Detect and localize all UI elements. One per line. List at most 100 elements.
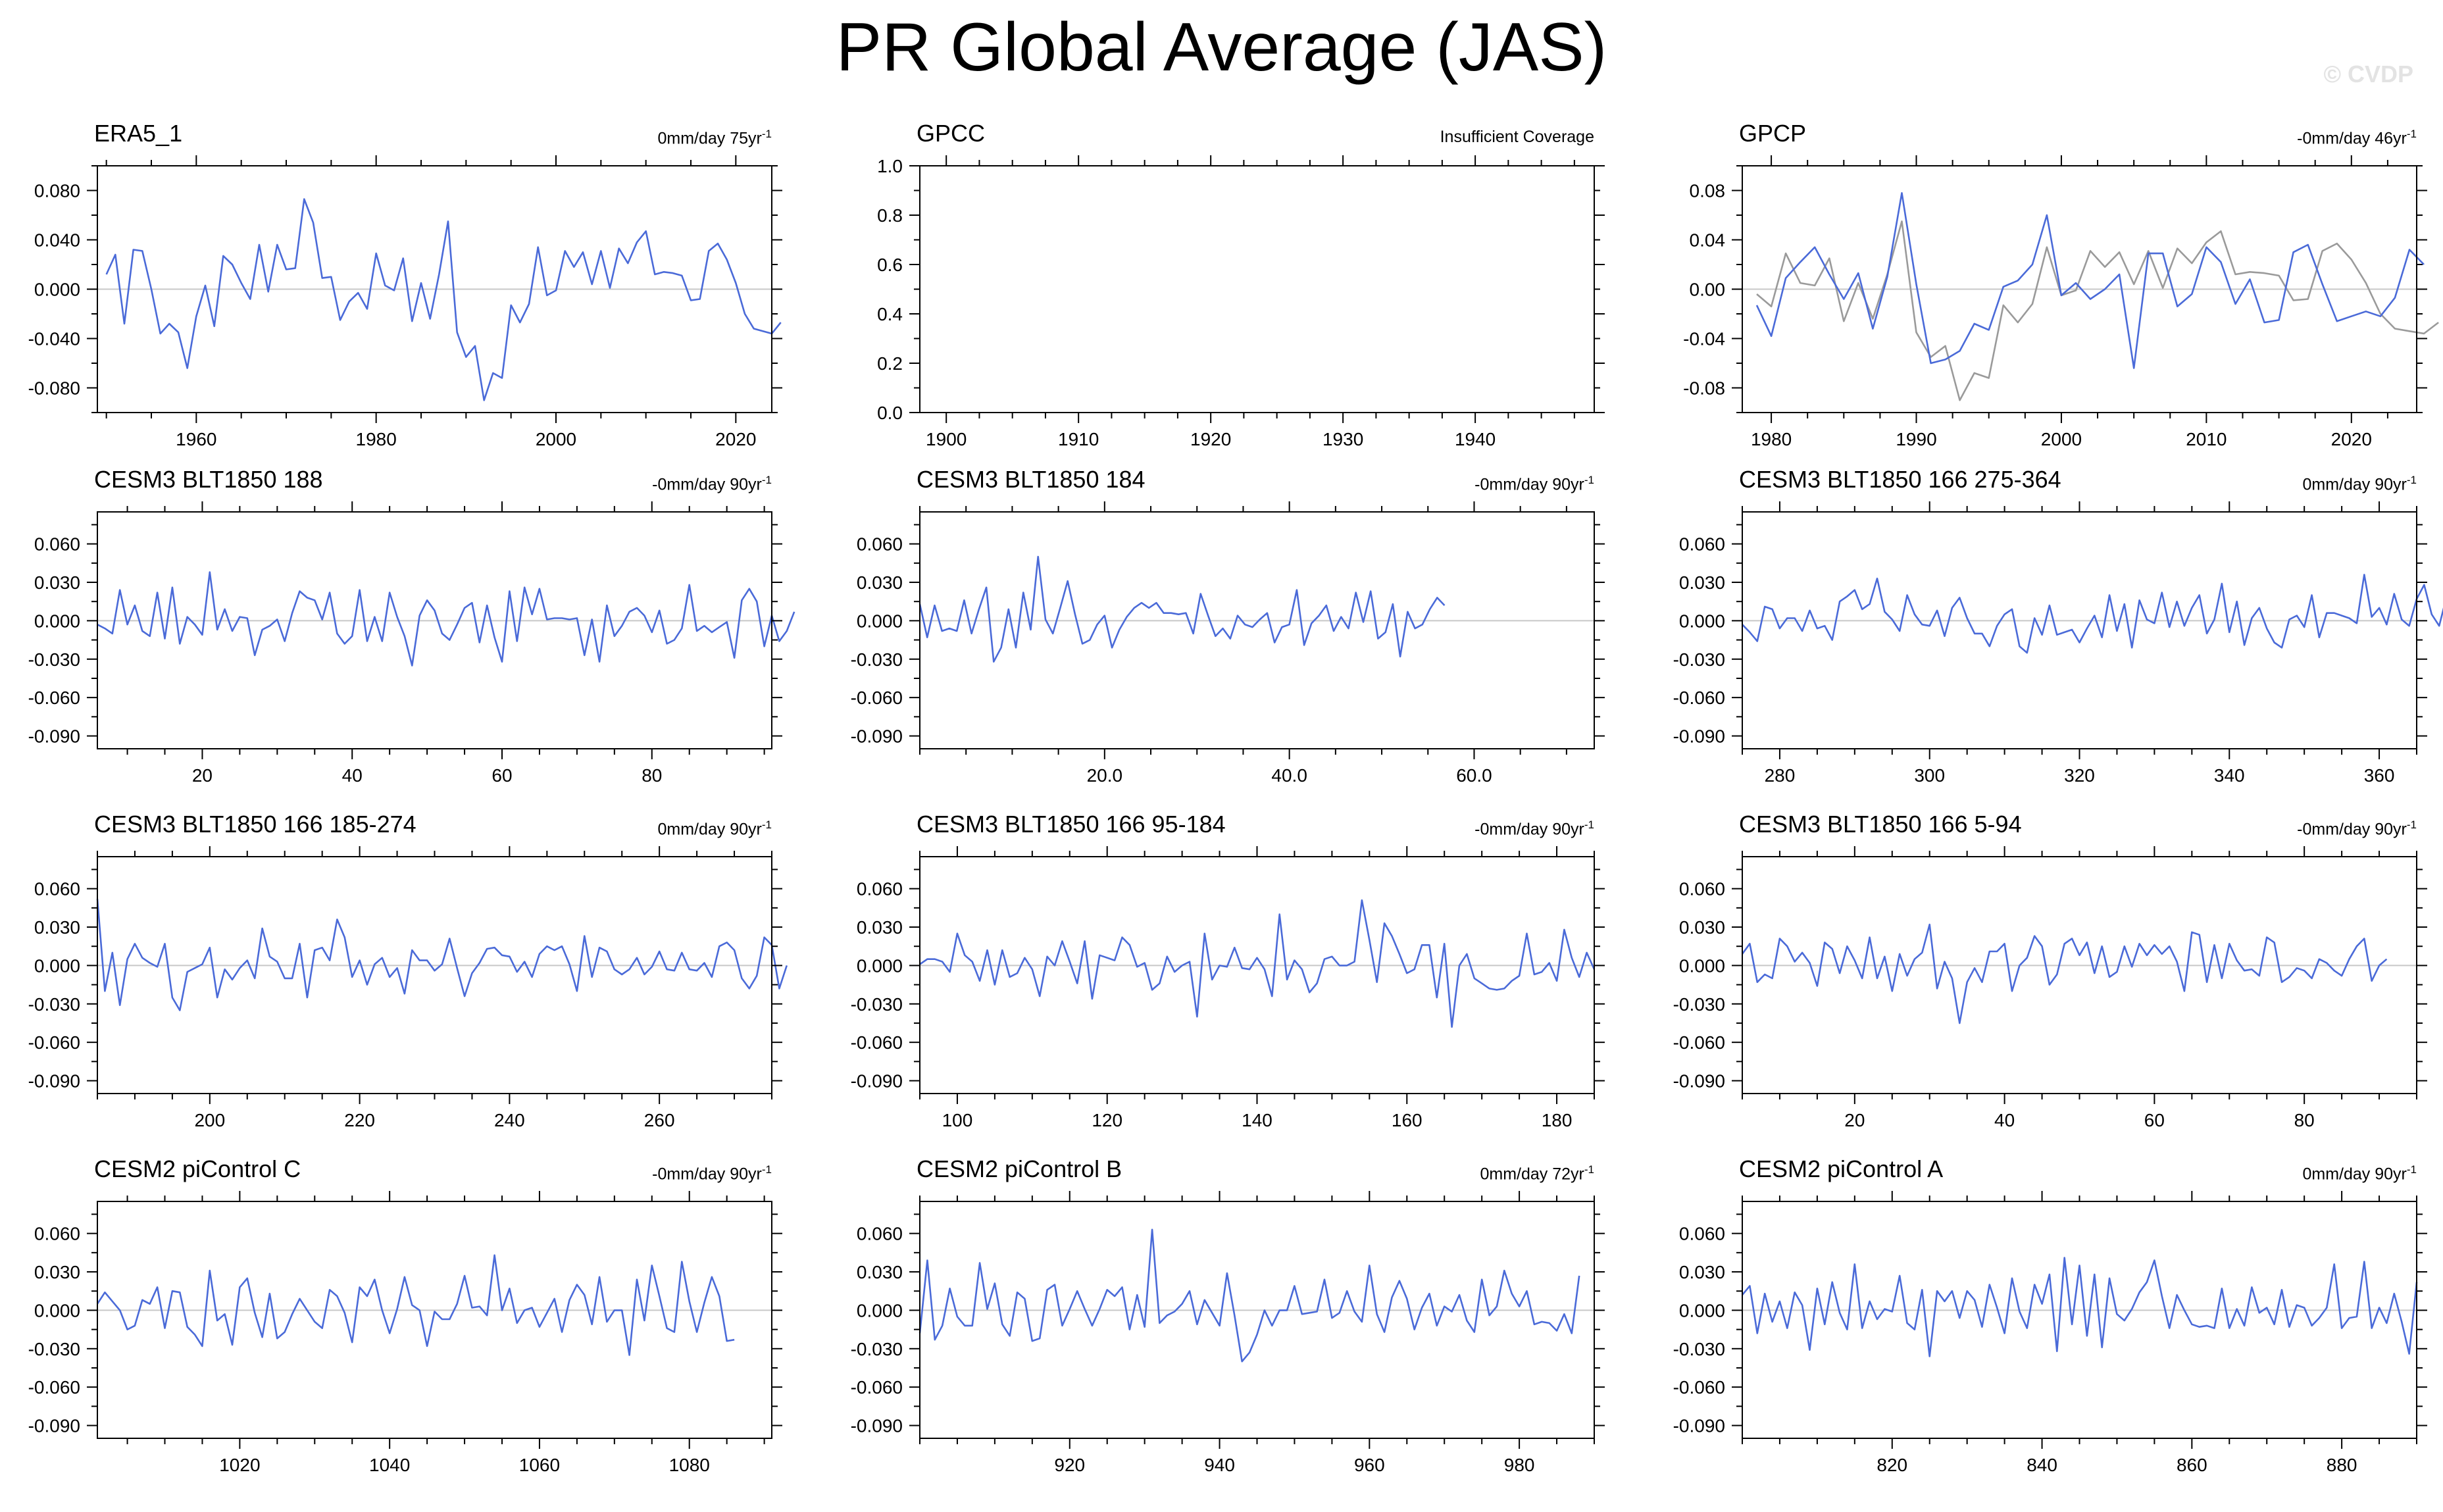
x-tick-label: 1040 [369, 1455, 410, 1475]
y-tick-label: -0.090 [851, 1416, 903, 1436]
y-tick-label: 0.000 [34, 955, 80, 976]
y-tick-label: -0.090 [851, 726, 903, 747]
x-tick-label: 880 [2327, 1455, 2357, 1475]
x-tick-label: 160 [1392, 1110, 1423, 1130]
y-tick-label: 0.4 [877, 304, 903, 324]
x-tick-label: 280 [1765, 765, 1796, 786]
y-tick-label: -0.060 [28, 1377, 80, 1398]
x-tick-label: 860 [2177, 1455, 2207, 1475]
trend-unit-exponent: -1 [761, 474, 772, 486]
x-tick-label: 1930 [1322, 429, 1363, 449]
y-tick-label: 0.030 [1679, 572, 1725, 593]
page-title: PR Global Average (JAS) [836, 9, 1607, 86]
x-tick-label: 200 [194, 1110, 225, 1130]
y-tick-label: -0.030 [851, 994, 903, 1015]
line-plot: 1980 1990 2000 2010 2020 0.08 0.04 0.00 -0.04 -0.… [1683, 155, 2439, 449]
y-tick-label: 0.000 [857, 611, 903, 631]
series-line-1 [1755, 191, 2425, 369]
x-tick-label: 80 [2294, 1110, 2315, 1130]
x-tick-label: 20 [1844, 1110, 1865, 1130]
y-tick-label: 0.000 [857, 1300, 903, 1321]
trend-unit-exponent: -1 [761, 819, 772, 831]
x-tick-label: 1980 [356, 429, 397, 449]
x-tick-label: 840 [2027, 1455, 2057, 1475]
y-tick-label: -0.090 [851, 1071, 903, 1092]
y-tick-label: 0.000 [34, 1300, 80, 1321]
y-tick-label: -0.030 [851, 1339, 903, 1359]
x-tick-label: 60 [2144, 1110, 2165, 1130]
y-tick-label: 0.00 [1690, 280, 1726, 300]
line-plot: 20.0 40.0 60.0 0.060 0.030 0.000 -0.030 -0.060 -… [851, 501, 1605, 786]
x-tick-label: 1920 [1190, 429, 1231, 449]
panel-title: CESM3 BLT1850 188 [94, 466, 323, 493]
plot-frame [97, 856, 772, 1094]
x-tick-label: 1940 [1455, 429, 1496, 449]
plot-frame [919, 1201, 1595, 1439]
x-tick-label: 2000 [536, 429, 576, 449]
plot-frame [97, 1201, 772, 1439]
series-line-0 [919, 899, 1596, 1028]
trend-label: 0mm/day 75yr-1 [657, 128, 772, 148]
trend-label: Insufficient Coverage [1440, 128, 1594, 147]
series-line-0 [919, 555, 1446, 663]
y-tick-label: 0.000 [1679, 955, 1725, 976]
trend-unit-exponent: -1 [2406, 1163, 2417, 1176]
y-tick-label: -0.040 [28, 329, 80, 349]
x-tick-label: 40 [1994, 1110, 2015, 1130]
plot-frame [1742, 856, 2417, 1094]
trend-value: 0mm/day 72yr [1480, 1165, 1584, 1184]
line-plot: 1900 1910 1920 1930 1940 1.0 0.8 0.6 0.4 0.2 0.0 [877, 155, 1605, 449]
y-tick-label: -0.060 [851, 688, 903, 708]
y-tick-label: 0.060 [857, 879, 903, 899]
x-tick-label: 1900 [926, 429, 967, 449]
plot-frame [1742, 511, 2417, 749]
x-tick-label: 2020 [2331, 429, 2372, 449]
series-line-0 [96, 1254, 735, 1356]
line-plot: 20 40 60 80 0.060 0.030 0.000 -0.030 -0.060 -0.09… [28, 501, 795, 786]
cvdp-watermark: © CVDP [2323, 61, 2413, 88]
plot-frame [919, 856, 1595, 1094]
x-tick-label: 240 [494, 1110, 525, 1130]
trend-label: -0mm/day 90yr-1 [2297, 819, 2417, 839]
panel-title: CESM2 piControl B [917, 1155, 1122, 1182]
y-tick-label: -0.030 [28, 1339, 80, 1359]
x-tick-label: 920 [1054, 1455, 1085, 1475]
y-tick-label: -0.060 [28, 1032, 80, 1053]
series-line-0 [96, 899, 788, 1011]
y-tick-label: 0.060 [1679, 879, 1725, 899]
trend-label: 0mm/day 90yr-1 [657, 819, 772, 839]
y-tick-label: 0.2 [877, 353, 903, 374]
x-tick-label: 40.0 [1271, 765, 1307, 786]
y-tick-label: 0.030 [857, 917, 903, 938]
trend-label: -0mm/day 46yr-1 [2297, 128, 2417, 148]
y-tick-label: -0.030 [1673, 1339, 1725, 1359]
x-tick-label: 300 [1914, 765, 1945, 786]
trend-label: 0mm/day 72yr-1 [1480, 1163, 1594, 1184]
y-tick-label: 0.030 [857, 572, 903, 593]
panel-title: ERA5_1 [94, 120, 183, 147]
x-tick-label: 260 [644, 1110, 675, 1130]
line-plot: 1960 1980 2000 2020 0.080 0.040 0.000 -0.040 -0.… [28, 155, 782, 449]
trend-unit-exponent: -1 [761, 1163, 772, 1176]
y-tick-label: -0.090 [1673, 1071, 1725, 1092]
x-tick-label: 220 [344, 1110, 375, 1130]
y-tick-label: 0.030 [34, 917, 80, 938]
trend-value: 0mm/day 75yr [657, 129, 762, 148]
y-tick-label: 0.060 [857, 534, 903, 555]
x-tick-label: 60.0 [1456, 765, 1492, 786]
x-tick-label: 320 [2064, 765, 2095, 786]
y-tick-label: 0.000 [1679, 611, 1725, 631]
trend-label: 0mm/day 90yr-1 [2302, 1163, 2417, 1184]
x-tick-label: 180 [1542, 1110, 1573, 1130]
x-tick-label: 20 [192, 765, 213, 786]
panel-title: CESM3 BLT1850 166 95-184 [917, 811, 1226, 838]
panel-title: CESM2 piControl C [94, 1155, 301, 1182]
x-tick-label: 960 [1354, 1455, 1385, 1475]
x-tick-label: 820 [1876, 1455, 1907, 1475]
plot-frame [919, 511, 1595, 749]
x-tick-label: 140 [1242, 1110, 1272, 1130]
panel-title: CESM3 BLT1850 184 [917, 466, 1146, 493]
y-tick-label: -0.090 [28, 726, 80, 747]
y-tick-label: 0.060 [857, 1224, 903, 1244]
trend-label: 0mm/day 90yr-1 [2302, 474, 2417, 494]
